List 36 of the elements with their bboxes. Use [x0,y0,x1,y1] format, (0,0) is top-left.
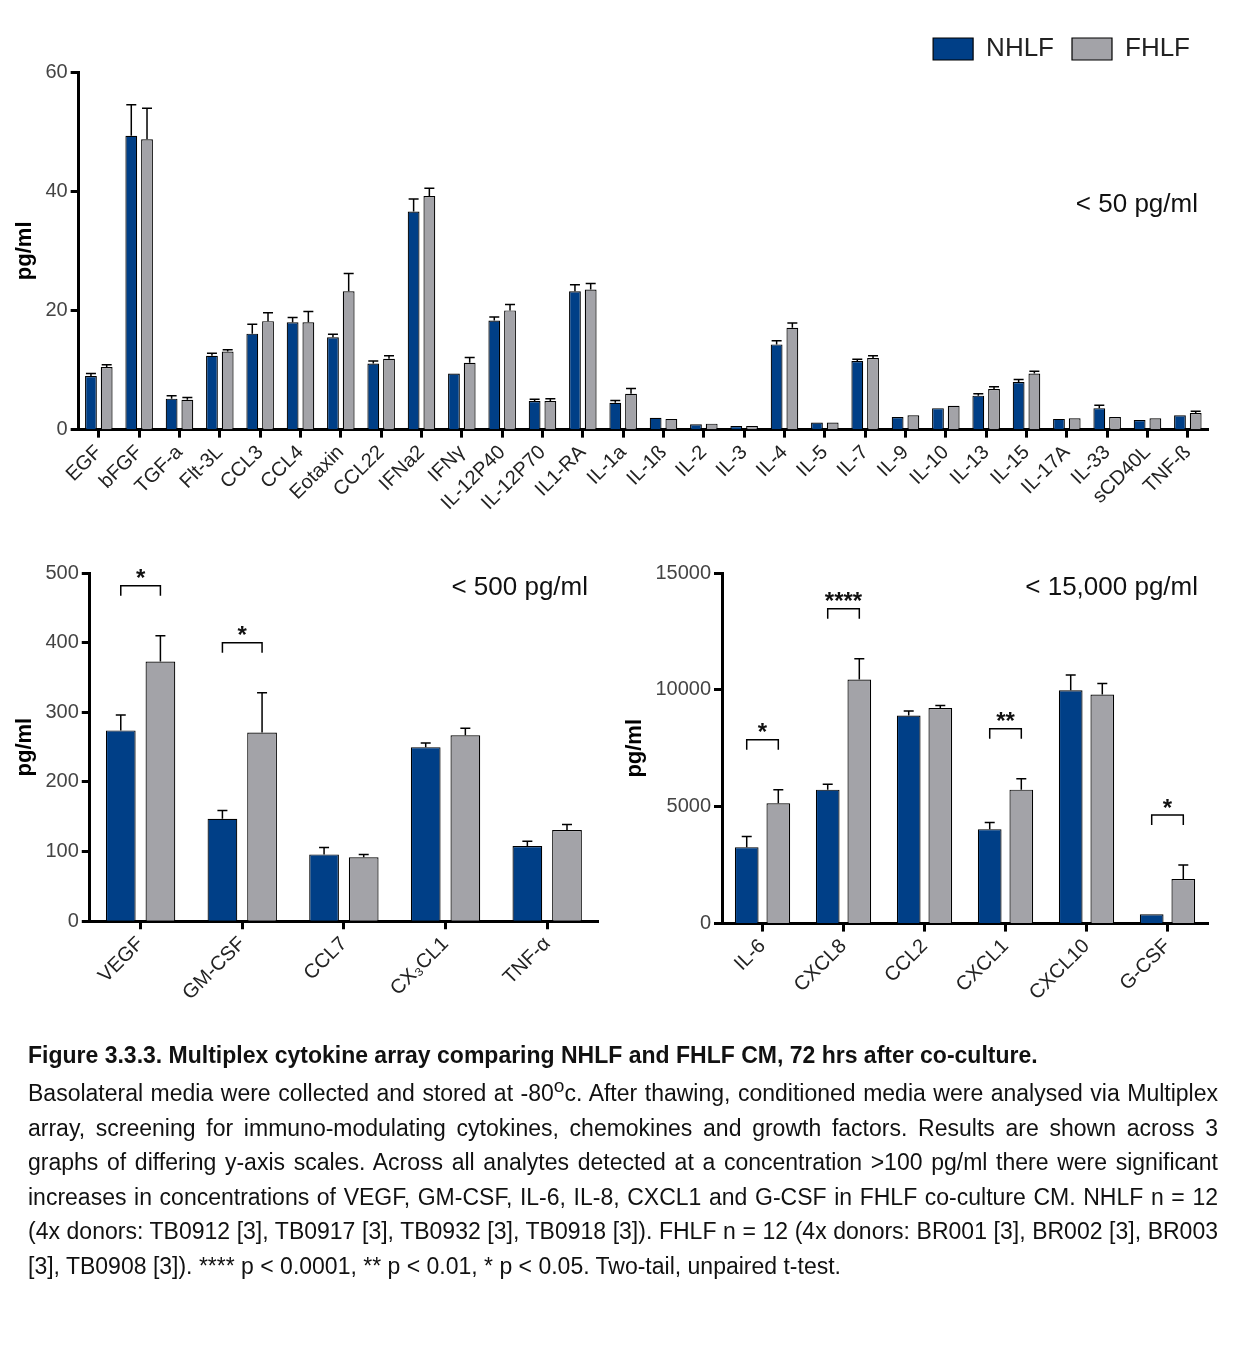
y-tick-label: 60 [45,59,68,82]
text: Basolateral media were collected and stored at -80$^{o}$c. After thawing, conditioned media were analysed via Multiplex array, screening for immuno-modulating cytokines, chemokines and growth factors. Results are shown across 3 graphs of differing y-axis scales. Across all analytes detected at a concentration >100 pg/ml there were significant increases in concentrations of VEGF, GM-CSF, IL-6, IL-8, CXCL1 and G-CSF in FHLF co-culture CM. NHLF n = 12 (4x donors: TB0912 [3], TB0917 [3], TB0932 [3], TB0918 [3]). FHLF n = 12 (4x donors: BR001 [3], BR002 [3], BR003 [3], TB0908 [3]). **** p < 0.0001, ** p < 0.01, * p < 0.05. Two-tail, unpaired t-test. [28,1075,1218,1279]
annotation: * [1162,793,1173,821]
y-tick-label: 300 [45,699,79,722]
caption: Figure 3.3.3. Multiplex cytokine array comparing NHLF and FHLF CM, 72 hrs after co-culture. [28,1042,1038,1068]
x-tick-label: IL-2 [670,440,711,481]
y-tick-label: 5000 [666,794,712,817]
y-tick-label: 40 [45,178,68,201]
y-axis-title: pg/ml [11,221,37,281]
y-tick-label: 0 [67,908,79,931]
annotation: * [757,718,768,746]
y-tick-label: 0 [699,911,712,934]
annotation: < 15,000 pg/ml [1025,571,1198,602]
annotation: < 50 pg/ml [1075,188,1198,219]
y-tick-label: 200 [45,769,79,792]
x-tick-label: IL-3 [710,440,751,481]
legend-label: FHLF [1125,32,1190,63]
legend-label: NHLF [986,32,1055,63]
x-tick-label: IL-5 [791,440,832,481]
y-tick-label: 20 [45,297,68,320]
y-tick-label: 100 [45,839,79,862]
annotation: * [237,621,248,649]
y-tick-label: 10000 [655,677,712,700]
x-tick-label: IL-7 [831,440,872,481]
y-tick-label: 500 [45,560,79,583]
annotation: < 500 pg/ml [451,571,588,602]
annotation: **** [824,587,863,615]
y-axis-title: pg/ml [621,718,647,778]
x-tick-label: IL-6 [729,934,770,975]
y-tick-label: 400 [45,630,79,653]
annotation: ** [996,707,1016,735]
x-tick-label: IL-4 [751,440,792,481]
y-axis-title: pg/ml [11,717,37,777]
y-tick-label: 15000 [655,560,712,583]
y-tick-label: 0 [56,417,68,440]
annotation: * [135,564,146,592]
